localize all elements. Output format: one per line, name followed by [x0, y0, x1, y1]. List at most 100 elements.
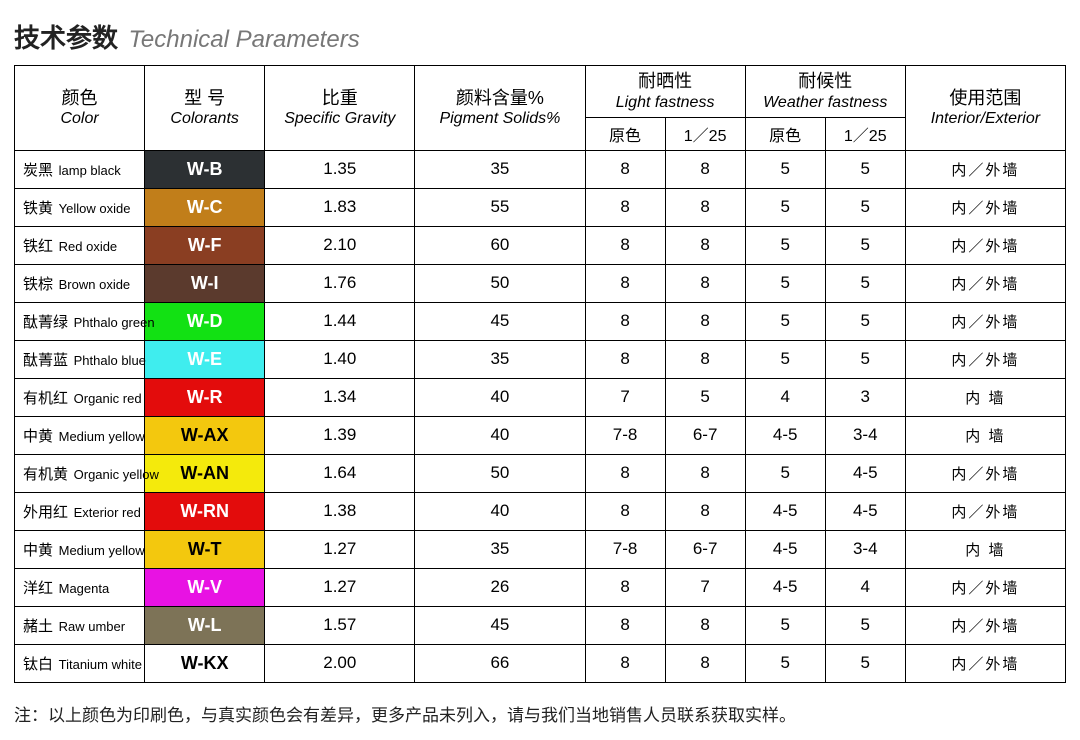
table-row: 炭黑 lamp blackW-B1.35358855内／外墙 [15, 150, 1066, 188]
specific-gravity-cell: 1.76 [265, 264, 415, 302]
weather-primary-cell: 5 [745, 340, 825, 378]
color-name-cell: 有机红 Organic red [15, 378, 145, 416]
color-name-cell: 钛白 Titanium white [15, 644, 145, 682]
specific-gravity-cell: 1.64 [265, 454, 415, 492]
light-primary-cell: 8 [585, 644, 665, 682]
pigment-solids-cell: 55 [415, 188, 585, 226]
header-pigment-en: Pigment Solids% [417, 109, 582, 129]
light-primary-cell: 8 [585, 492, 665, 530]
weather-primary-cell: 5 [745, 188, 825, 226]
color-name-en: Organic red [70, 391, 142, 406]
pigment-solids-cell: 40 [415, 492, 585, 530]
color-name-en: Brown oxide [55, 277, 130, 292]
color-name-en: Exterior red [70, 505, 141, 520]
color-name-cn: 炭黑 [23, 162, 53, 179]
weather-ratio-cell: 5 [825, 226, 905, 264]
pigment-solids-cell: 50 [415, 264, 585, 302]
colorant-swatch: W-T [145, 530, 265, 568]
light-ratio-cell: 8 [665, 606, 745, 644]
light-ratio-cell: 8 [665, 226, 745, 264]
weather-primary-cell: 4-5 [745, 416, 825, 454]
color-name-en: Raw umber [55, 619, 125, 634]
weather-primary-cell: 4-5 [745, 492, 825, 530]
pigment-solids-cell: 66 [415, 644, 585, 682]
color-name-cell: 酞菁绿 Phthalo green [15, 302, 145, 340]
header-light-primary: 原色 [585, 117, 665, 150]
color-name-cn: 赭土 [23, 618, 53, 635]
light-ratio-cell: 8 [665, 150, 745, 188]
specific-gravity-cell: 1.38 [265, 492, 415, 530]
color-name-cell: 中黄 Medium yellow [15, 416, 145, 454]
color-name-cell: 中黄 Medium yellow [15, 530, 145, 568]
color-name-cn: 铁黄 [23, 200, 53, 217]
light-primary-cell: 8 [585, 264, 665, 302]
pigment-solids-cell: 60 [415, 226, 585, 264]
header-weather-cn: 耐候性 [748, 70, 903, 93]
light-ratio-cell: 8 [665, 492, 745, 530]
light-primary-cell: 8 [585, 226, 665, 264]
header-gravity: 比重 Specific Gravity [265, 66, 415, 151]
color-name-cn: 钛白 [23, 656, 53, 673]
title-cn: 技术参数 [14, 23, 118, 53]
scope-cell: 内 墙 [905, 416, 1065, 454]
scope-cell: 内／外墙 [905, 302, 1065, 340]
color-name-cell: 铁红 Red oxide [15, 226, 145, 264]
weather-primary-cell: 5 [745, 226, 825, 264]
light-ratio-cell: 8 [665, 340, 745, 378]
weather-ratio-cell: 3 [825, 378, 905, 416]
table-row: 中黄 Medium yellowW-T1.27357-86-74-53-4内 墙 [15, 530, 1066, 568]
header-weatherfastness: 耐候性 Weather fastness [745, 66, 905, 118]
header-pigment-cn: 颜料含量% [417, 87, 582, 110]
weather-ratio-cell: 5 [825, 264, 905, 302]
light-primary-cell: 8 [585, 150, 665, 188]
colorant-swatch: W-L [145, 606, 265, 644]
color-name-cell: 炭黑 lamp black [15, 150, 145, 188]
header-model-en: Colorants [147, 109, 262, 129]
light-ratio-cell: 8 [665, 264, 745, 302]
color-name-cn: 酞菁绿 [23, 314, 68, 331]
colorant-swatch: W-AX [145, 416, 265, 454]
table-header: 颜色 Color 型 号 Colorants 比重 Specific Gravi… [15, 66, 1066, 151]
pigment-solids-cell: 35 [415, 150, 585, 188]
colorant-swatch: W-D [145, 302, 265, 340]
scope-cell: 内／外墙 [905, 492, 1065, 530]
pigment-solids-cell: 50 [415, 454, 585, 492]
weather-primary-cell: 5 [745, 454, 825, 492]
colorant-swatch: W-I [145, 264, 265, 302]
specific-gravity-cell: 2.10 [265, 226, 415, 264]
header-model: 型 号 Colorants [145, 66, 265, 151]
header-weather-primary: 原色 [745, 117, 825, 150]
weather-ratio-cell: 4 [825, 568, 905, 606]
weather-ratio-cell: 3-4 [825, 530, 905, 568]
header-gravity-cn: 比重 [267, 87, 412, 110]
color-name-en: Titanium white [55, 657, 142, 672]
header-gravity-en: Specific Gravity [267, 109, 412, 129]
weather-primary-cell: 5 [745, 150, 825, 188]
color-name-en: Yellow oxide [55, 201, 130, 216]
color-name-cell: 有机黄 Organic yellow [15, 454, 145, 492]
color-name-cell: 铁黄 Yellow oxide [15, 188, 145, 226]
pigment-solids-cell: 35 [415, 340, 585, 378]
header-color-en: Color [17, 109, 142, 129]
specific-gravity-cell: 1.27 [265, 568, 415, 606]
table-row: 铁棕 Brown oxideW-I1.76508855内／外墙 [15, 264, 1066, 302]
light-primary-cell: 8 [585, 302, 665, 340]
colorant-swatch: W-E [145, 340, 265, 378]
light-ratio-cell: 6-7 [665, 530, 745, 568]
table-row: 酞菁蓝 Phthalo blueW-E1.40358855内／外墙 [15, 340, 1066, 378]
header-weather-en: Weather fastness [748, 93, 903, 113]
weather-primary-cell: 4-5 [745, 530, 825, 568]
header-color: 颜色 Color [15, 66, 145, 151]
specific-gravity-cell: 1.34 [265, 378, 415, 416]
light-ratio-cell: 7 [665, 568, 745, 606]
footnote: 注：以上颜色为印刷色，与真实颜色会有差异，更多产品未列入，请与我们当地销售人员联… [14, 701, 1066, 726]
weather-ratio-cell: 5 [825, 340, 905, 378]
weather-ratio-cell: 5 [825, 606, 905, 644]
weather-ratio-cell: 4-5 [825, 454, 905, 492]
light-primary-cell: 7-8 [585, 416, 665, 454]
color-name-cn: 中黄 [23, 542, 53, 559]
color-name-en: lamp black [55, 163, 121, 178]
weather-primary-cell: 5 [745, 606, 825, 644]
color-name-cn: 铁红 [23, 238, 53, 255]
light-primary-cell: 7 [585, 378, 665, 416]
